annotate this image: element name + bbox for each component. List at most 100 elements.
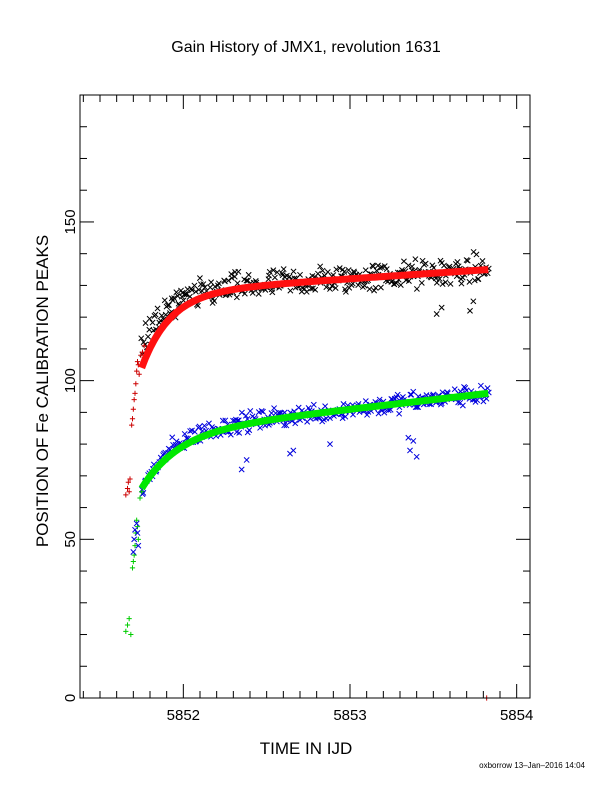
data-point [124,485,131,492]
data-point [199,288,205,294]
chart-title: Gain History of JMX1, revolution 1631 [171,39,441,56]
data-point [131,536,138,543]
footer-credit: oxborrow 13–Jan–2016 14:04 [479,761,585,770]
data-point [376,396,383,403]
data-point [134,517,140,523]
data-point [271,274,278,281]
data-point [200,281,207,288]
data-point [201,422,208,429]
data-point [265,272,272,279]
data-point [126,616,132,622]
data-point [196,423,203,430]
data-point [436,275,443,282]
data-point [227,431,234,438]
data-point [271,405,278,412]
data-point [339,415,346,422]
data-point [222,417,229,424]
data-point [211,298,218,304]
data-point [139,489,145,495]
data-point [128,631,134,638]
data-point [243,457,250,463]
data-point [442,279,449,286]
data-point [303,288,310,295]
data-point [129,416,136,422]
data-point [165,302,172,308]
data-point [439,281,446,287]
data-point [475,276,482,282]
y-tick-label: 100 [62,368,79,393]
data-point [133,381,139,387]
data-point [405,278,412,284]
data-point [202,284,208,291]
data-point [474,397,481,404]
data-point [188,427,195,434]
data-point [283,422,290,429]
data-point [393,280,400,287]
data-point [243,277,250,284]
data-point [412,404,419,411]
data-point [479,258,486,264]
x-tick-label: 5852 [167,707,200,724]
data-point [405,262,412,269]
data-point [242,412,249,419]
data-point [292,420,299,427]
data-point [345,267,352,274]
data-point [454,258,461,265]
data-point [336,265,343,272]
data-point [327,441,333,448]
data-point [173,289,180,296]
data-point [459,402,466,409]
fit-curve [138,389,489,491]
data-point [287,287,294,294]
data-point [127,476,133,482]
data-point [247,408,254,414]
data-point [447,280,454,287]
data-point [132,390,138,396]
y-tick-label: 0 [62,694,79,702]
x-axis-label: TIME IN IJD [260,739,353,758]
data-point [455,399,462,406]
data-point [279,270,286,277]
data-point [236,429,243,436]
data-point [297,271,303,278]
data-point [206,420,212,427]
x-tick-label: 5853 [333,707,366,724]
data-point [139,349,146,355]
data-point [422,260,429,267]
data-point [145,333,152,340]
data-point [290,447,297,454]
data-point [233,294,240,301]
data-point [221,278,228,285]
y-tick-labels: 0 50 100 150 [62,209,79,702]
data-point [266,268,273,275]
data-point [164,302,171,309]
data-point [433,311,440,317]
data-point [238,409,245,416]
data-point [138,335,145,342]
data-point [377,284,384,291]
data-points [123,248,492,701]
data-point [410,388,417,395]
data-point [459,274,466,281]
data-point [154,305,161,312]
data-point [414,404,420,410]
data-point [257,424,264,431]
data-point [245,271,252,278]
data-point [413,285,420,292]
data-point [413,453,420,460]
data-point [126,489,132,495]
data-point [152,311,159,318]
data-point [137,495,143,501]
data-point [484,385,491,392]
data-point [327,415,333,422]
data-point [173,438,180,445]
data-point [471,277,478,284]
data-point [134,368,140,374]
data-point [195,286,202,293]
data-point [332,285,339,292]
data-point [477,382,484,389]
data-point [280,266,287,273]
data-point [131,397,137,403]
y-tick-label: 50 [62,531,79,548]
data-point [255,290,262,297]
